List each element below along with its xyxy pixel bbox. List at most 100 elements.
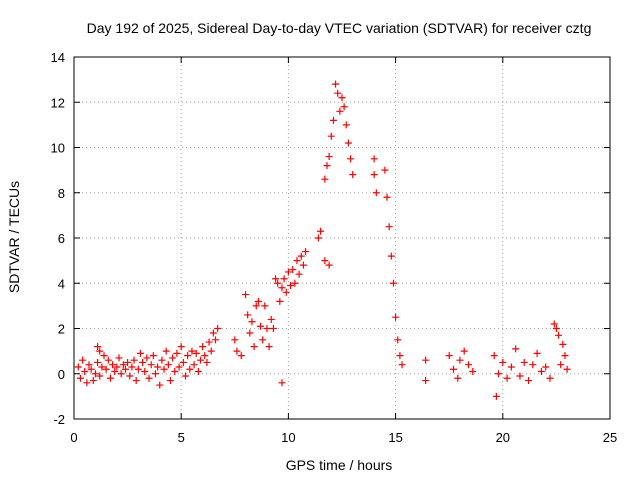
y-tick-label: -2 xyxy=(53,412,65,427)
y-tick-label: 12 xyxy=(51,95,65,110)
data-point xyxy=(512,345,520,353)
data-point xyxy=(503,374,511,382)
data-point xyxy=(145,374,153,382)
y-tick-label: 8 xyxy=(58,186,65,201)
data-point xyxy=(533,349,541,357)
data-point xyxy=(321,257,329,265)
data-point xyxy=(250,343,258,351)
data-point xyxy=(449,365,457,373)
data-point xyxy=(89,377,97,385)
data-point xyxy=(490,352,498,360)
x-tick-label: 15 xyxy=(388,430,402,445)
data-point xyxy=(492,392,500,400)
data-point xyxy=(542,363,550,371)
data-point xyxy=(344,139,352,147)
data-point xyxy=(274,279,282,287)
data-point xyxy=(321,175,329,183)
data-point xyxy=(265,343,273,351)
data-point xyxy=(214,325,222,332)
data-point xyxy=(94,343,102,351)
data-point xyxy=(329,116,337,124)
x-tick-label: 20 xyxy=(496,430,510,445)
data-point xyxy=(422,377,430,385)
data-point xyxy=(370,155,378,163)
data-point xyxy=(199,343,207,351)
data-point xyxy=(559,340,567,348)
data-point xyxy=(325,261,333,269)
data-point xyxy=(495,370,503,378)
data-point xyxy=(100,352,108,360)
data-point xyxy=(96,372,104,380)
data-point xyxy=(396,352,404,360)
data-point xyxy=(106,374,114,382)
data-point xyxy=(323,162,331,170)
data-point xyxy=(469,367,477,375)
data-point xyxy=(244,311,252,319)
y-tick-label: 0 xyxy=(58,367,65,382)
data-point xyxy=(291,279,299,287)
data-point xyxy=(263,325,271,332)
data-point xyxy=(203,358,211,366)
data-point xyxy=(383,193,391,201)
data-point xyxy=(246,329,254,337)
data-point xyxy=(154,363,162,371)
grid-layer xyxy=(74,57,610,419)
data-point xyxy=(130,356,138,364)
data-point xyxy=(115,354,123,362)
data-point xyxy=(552,325,560,332)
data-point xyxy=(278,284,286,292)
data-point xyxy=(546,374,554,382)
data-point xyxy=(299,261,307,269)
data-point xyxy=(338,94,346,102)
data-point xyxy=(342,121,350,129)
data-point xyxy=(111,367,119,375)
data-point xyxy=(74,363,82,371)
data-point xyxy=(302,248,310,256)
data-point xyxy=(162,347,170,355)
data-point xyxy=(282,288,290,296)
data-point xyxy=(499,358,507,366)
data-point xyxy=(507,363,515,371)
data-point xyxy=(349,171,357,179)
x-axis-title: GPS time / hours xyxy=(286,457,393,473)
data-point xyxy=(257,322,265,330)
data-point xyxy=(207,347,215,355)
data-point xyxy=(175,363,183,371)
data-point xyxy=(96,347,104,355)
data-point xyxy=(280,275,288,283)
data-point xyxy=(550,320,558,328)
data-point xyxy=(525,377,533,385)
data-point xyxy=(192,349,200,357)
data-point xyxy=(284,268,292,276)
data-point xyxy=(87,365,95,373)
data-point xyxy=(132,377,140,385)
data-point xyxy=(248,318,256,326)
data-point xyxy=(272,275,280,283)
data-point xyxy=(81,367,89,375)
data-point xyxy=(158,356,166,364)
x-tick-label: 0 xyxy=(70,430,77,445)
data-point xyxy=(166,377,174,385)
y-tick-label: 10 xyxy=(51,141,65,156)
data-point xyxy=(327,132,335,140)
data-point xyxy=(347,155,355,163)
data-point xyxy=(252,302,260,310)
data-point xyxy=(334,89,342,97)
points-layer xyxy=(74,80,571,400)
data-point xyxy=(278,379,286,387)
data-point xyxy=(177,343,185,351)
data-point xyxy=(164,361,172,369)
data-point xyxy=(370,171,378,179)
data-point xyxy=(516,372,524,380)
data-point xyxy=(314,234,322,242)
x-tick-label: 10 xyxy=(281,430,295,445)
data-point xyxy=(147,361,155,369)
data-point xyxy=(336,107,344,115)
data-point xyxy=(113,363,121,371)
data-point xyxy=(98,363,106,371)
data-point xyxy=(394,336,402,344)
data-point xyxy=(389,279,397,287)
data-point xyxy=(242,291,250,299)
data-point xyxy=(128,363,136,371)
data-point xyxy=(259,336,267,344)
